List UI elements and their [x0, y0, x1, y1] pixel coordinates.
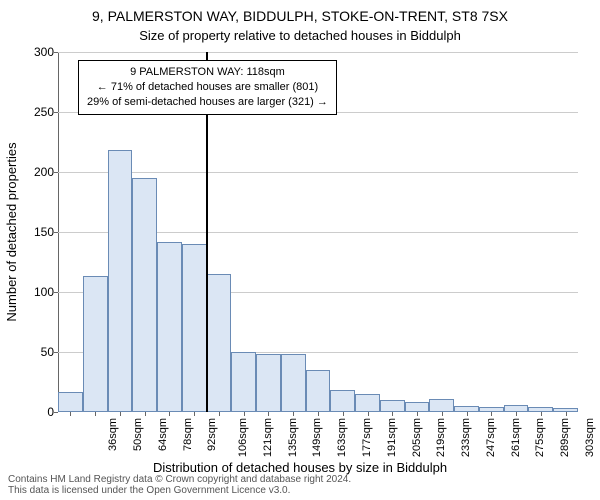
y-tick-label: 200 [14, 165, 54, 179]
y-tick-label: 100 [14, 285, 54, 299]
x-tick [368, 412, 369, 416]
x-tick [318, 412, 319, 416]
x-tick [70, 412, 71, 416]
x-tick [95, 412, 96, 416]
x-tick [417, 412, 418, 416]
x-tick [566, 412, 567, 416]
y-tick-label: 0 [14, 405, 54, 419]
x-tick-label: 121sqm [262, 418, 274, 457]
histogram-bar [157, 242, 182, 412]
x-tick [467, 412, 468, 416]
chart-title: 9, PALMERSTON WAY, BIDDULPH, STOKE-ON-TR… [0, 8, 600, 24]
grid-line [58, 172, 578, 173]
histogram-bar [355, 394, 380, 412]
histogram-bar [182, 244, 207, 412]
y-tick-label: 250 [14, 105, 54, 119]
x-tick [293, 412, 294, 416]
x-tick [169, 412, 170, 416]
y-tick-label: 150 [14, 225, 54, 239]
histogram-bar [504, 405, 529, 412]
attribution-line: Contains HM Land Registry data © Crown c… [8, 474, 351, 485]
x-tick-label: 289sqm [559, 418, 571, 457]
histogram-bar [281, 354, 306, 412]
x-tick-label: 233sqm [460, 418, 472, 457]
x-tick-label: 36sqm [107, 418, 119, 451]
histogram-bar [256, 354, 281, 412]
histogram-bar [380, 400, 405, 412]
histogram-bar [132, 178, 157, 412]
histogram-chart: 9, PALMERSTON WAY, BIDDULPH, STOKE-ON-TR… [0, 0, 600, 500]
histogram-bar [207, 274, 232, 412]
x-tick-label: 219sqm [435, 418, 447, 457]
x-tick-label: 163sqm [336, 418, 348, 457]
x-tick [541, 412, 542, 416]
x-tick [268, 412, 269, 416]
y-tick-label: 50 [14, 345, 54, 359]
x-tick-label: 261sqm [510, 418, 522, 457]
x-tick [516, 412, 517, 416]
grid-line [58, 52, 578, 53]
x-tick-label: 275sqm [534, 418, 546, 457]
histogram-bar [405, 402, 430, 412]
x-tick-label: 92sqm [206, 418, 218, 451]
info-box-line: 29% of semi-detached houses are larger (… [87, 95, 328, 110]
histogram-bar [83, 276, 108, 412]
x-tick-label: 205sqm [411, 418, 423, 457]
x-tick [343, 412, 344, 416]
x-tick [194, 412, 195, 416]
y-tick [54, 172, 58, 173]
x-tick [145, 412, 146, 416]
y-tick [54, 232, 58, 233]
chart-subtitle: Size of property relative to detached ho… [0, 28, 600, 43]
histogram-bar [330, 390, 355, 412]
info-box-line: ← 71% of detached houses are smaller (80… [87, 80, 328, 95]
histogram-bar [108, 150, 133, 412]
x-tick-label: 177sqm [361, 418, 373, 457]
histogram-bar [429, 399, 454, 412]
y-tick [54, 352, 58, 353]
histogram-bar [306, 370, 331, 412]
histogram-bar [58, 392, 83, 412]
x-tick [442, 412, 443, 416]
attribution-line: This data is licensed under the Open Gov… [8, 485, 351, 496]
x-tick-label: 247sqm [485, 418, 497, 457]
x-tick [491, 412, 492, 416]
x-axis-label: Distribution of detached houses by size … [0, 460, 600, 475]
attribution-text: Contains HM Land Registry data © Crown c… [8, 474, 351, 496]
y-tick [54, 112, 58, 113]
x-tick [392, 412, 393, 416]
x-tick-label: 50sqm [132, 418, 144, 451]
y-tick [54, 52, 58, 53]
x-tick-label: 149sqm [312, 418, 324, 457]
x-tick-label: 191sqm [386, 418, 398, 457]
y-tick-label: 300 [14, 45, 54, 59]
x-tick-label: 135sqm [287, 418, 299, 457]
x-tick [120, 412, 121, 416]
x-tick-label: 64sqm [157, 418, 169, 451]
x-tick-label: 303sqm [584, 418, 596, 457]
y-tick [54, 412, 58, 413]
x-tick-label: 106sqm [237, 418, 249, 457]
x-tick-label: 78sqm [182, 418, 194, 451]
info-box: 9 PALMERSTON WAY: 118sqm← 71% of detache… [78, 60, 337, 115]
x-tick [244, 412, 245, 416]
histogram-bar [231, 352, 256, 412]
info-box-line: 9 PALMERSTON WAY: 118sqm [87, 65, 328, 80]
y-tick [54, 292, 58, 293]
x-tick [219, 412, 220, 416]
